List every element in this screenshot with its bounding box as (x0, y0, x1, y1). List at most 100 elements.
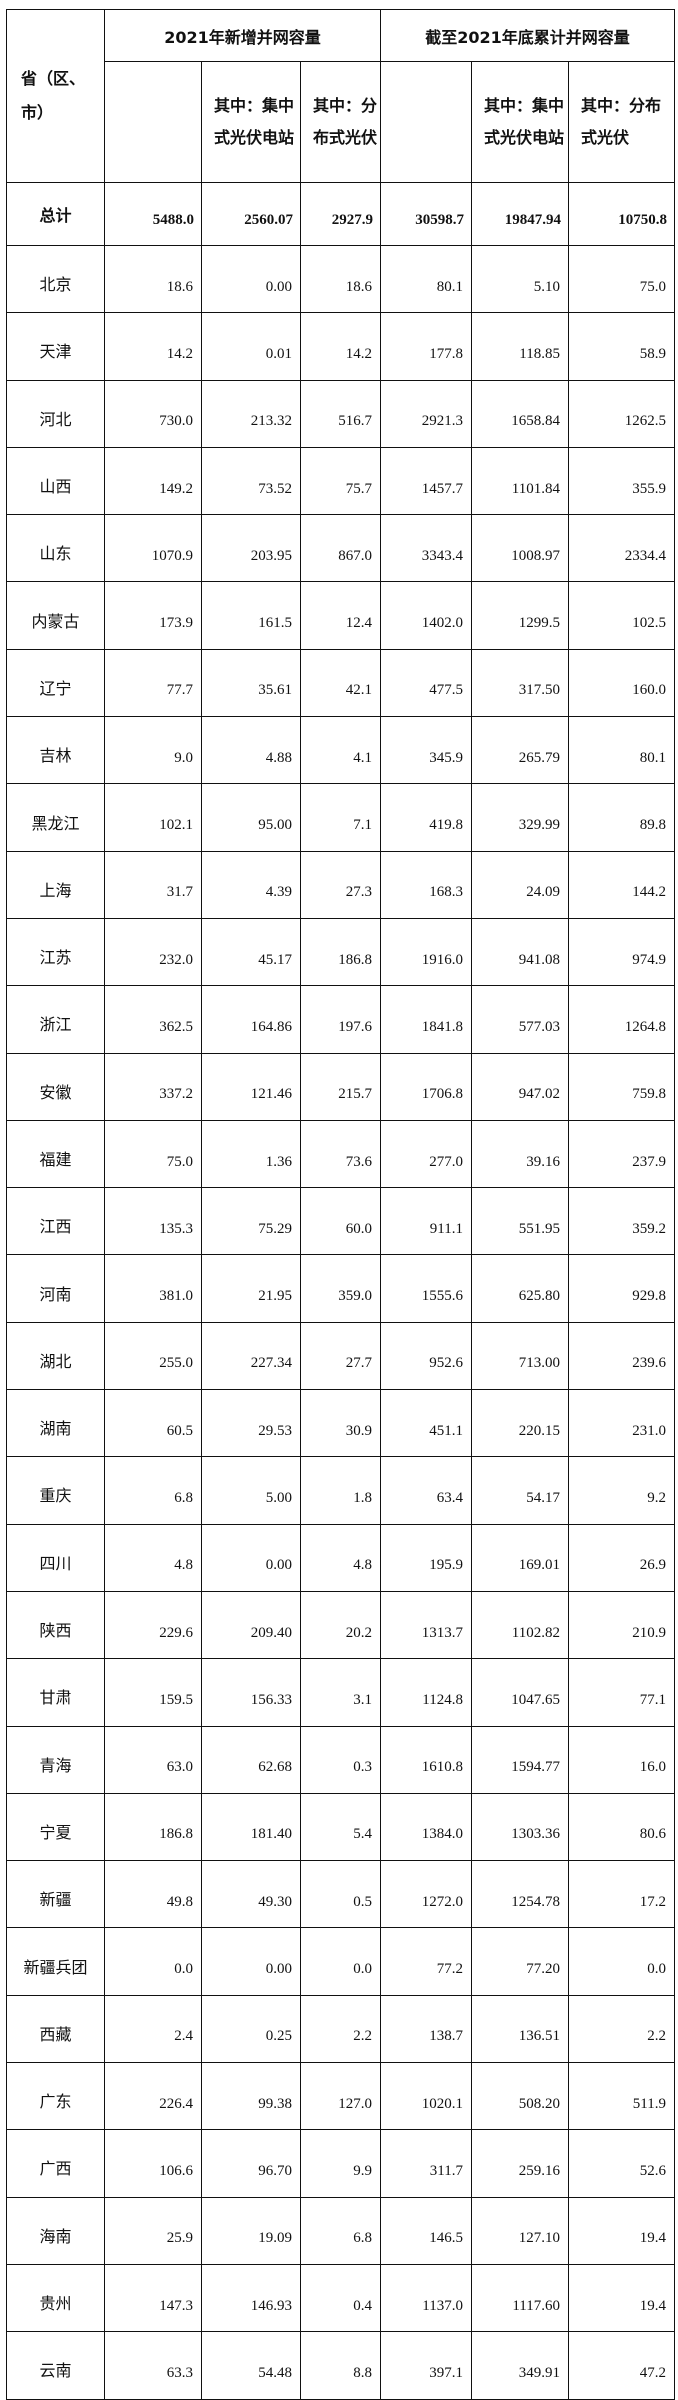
cell-new-distributed: 2.2 (300, 1994, 381, 2064)
cell-new-distributed: 42.1 (300, 648, 381, 718)
cell-new-central: 96.70 (201, 2129, 301, 2198)
cell-new-central: 62.68 (201, 1725, 301, 1794)
cell-new-central: 0.25 (201, 1994, 301, 2064)
cell-new-central: 73.52 (201, 446, 301, 516)
province-name: 新疆 (6, 1860, 105, 1929)
cell-cum-central: 265.79 (471, 716, 569, 785)
cell-new-distributed: 359.0 (300, 1254, 381, 1323)
cell-new-central: 0.00 (201, 1523, 301, 1592)
table-row: 甘肃 159.5 156.33 3.1 1124.8 1047.65 77.1 (6, 1658, 675, 1727)
cell-cum-total: 1916.0 (380, 917, 472, 987)
province-name: 新疆兵团 (6, 1927, 105, 1996)
total-label: 总计 (6, 182, 105, 246)
cell-cum-central: 1117.60 (471, 2263, 569, 2333)
cell-new-total: 102.1 (104, 783, 202, 852)
table-row: 海南 25.9 19.09 6.8 146.5 127.10 19.4 (6, 2196, 675, 2265)
cell-cum-total: 168.3 (380, 850, 472, 919)
cell-new-distributed: 9.9 (300, 2129, 381, 2198)
cell-new-central: 1.36 (201, 1119, 301, 1189)
province-name: 内蒙古 (6, 581, 105, 650)
cell-cum-distributed: 80.6 (568, 1792, 675, 1862)
cell-cum-distributed: 359.2 (568, 1187, 675, 1256)
cell-cum-distributed: 1262.5 (568, 379, 675, 448)
cell-cum-total: 1137.0 (380, 2263, 472, 2333)
cell-cum-total: 419.8 (380, 783, 472, 852)
cell-cum-distributed: 58.9 (568, 312, 675, 381)
cell-cum-distributed: 9.2 (568, 1456, 675, 1525)
cell-new-distributed: 4.8 (300, 1523, 381, 1592)
cell-new-total: 149.2 (104, 446, 202, 516)
province-name: 天津 (6, 312, 105, 381)
cell-new-distributed: 1.8 (300, 1456, 381, 1525)
cell-new-total: 6.8 (104, 1456, 202, 1525)
cell-new-distributed: 197.6 (300, 985, 381, 1054)
cell-new-total: 229.6 (104, 1590, 202, 1660)
cell-new-central: 5.00 (201, 1456, 301, 1525)
table-row: 陕西 229.6 209.40 20.2 1313.7 1102.82 210.9 (6, 1590, 675, 1660)
cell-cum-distributed: 511.9 (568, 2062, 675, 2131)
cell-new-total: 9.0 (104, 716, 202, 785)
province-name: 江西 (6, 1187, 105, 1256)
cell-new-central: 21.95 (201, 1254, 301, 1323)
header-new-distributed: 其中：分布式光伏 (300, 61, 381, 183)
cell-new-distributed: 6.8 (300, 2196, 381, 2265)
cell-cum-total: 80.1 (380, 244, 472, 314)
cell-cum-central: 220.15 (471, 1389, 569, 1458)
table-row: 内蒙古 173.9 161.5 12.4 1402.0 1299.5 102.5 (6, 581, 675, 650)
cell-new-central: 121.46 (201, 1052, 301, 1121)
cell-cum-distributed: 52.6 (568, 2129, 675, 2198)
total-cum-total: 30598.7 (380, 182, 472, 246)
cell-new-central: 0.01 (201, 312, 301, 381)
header-cum-distributed: 其中：分布式光伏 (568, 61, 675, 183)
cell-new-central: 95.00 (201, 783, 301, 852)
table-row: 河南 381.0 21.95 359.0 1555.6 625.80 929.8 (6, 1254, 675, 1323)
total-cum-distributed: 10750.8 (568, 182, 675, 246)
cell-new-total: 147.3 (104, 2263, 202, 2333)
table-row: 山东 1070.9 203.95 867.0 3343.4 1008.97 2334.4 (6, 514, 675, 583)
cell-cum-total: 1313.7 (380, 1590, 472, 1660)
province-name: 江苏 (6, 917, 105, 987)
cell-new-total: 2.4 (104, 1994, 202, 2064)
cell-cum-central: 1101.84 (471, 446, 569, 516)
cell-cum-total: 397.1 (380, 2331, 472, 2400)
cell-new-distributed: 0.5 (300, 1860, 381, 1929)
table-row: 浙江 362.5 164.86 197.6 1841.8 577.03 1264.8 (6, 985, 675, 1054)
table-row: 新疆 49.8 49.30 0.5 1272.0 1254.78 17.2 (6, 1860, 675, 1929)
cell-cum-distributed: 210.9 (568, 1590, 675, 1660)
cell-cum-central: 118.85 (471, 312, 569, 381)
cell-new-central: 181.40 (201, 1792, 301, 1862)
cell-cum-central: 317.50 (471, 648, 569, 718)
province-name: 辽宁 (6, 648, 105, 718)
table-row: 云南 63.3 54.48 8.8 397.1 349.91 47.2 (6, 2331, 675, 2400)
cell-new-total: 381.0 (104, 1254, 202, 1323)
cell-cum-distributed: 929.8 (568, 1254, 675, 1323)
cell-new-total: 63.0 (104, 1725, 202, 1794)
cell-new-total: 337.2 (104, 1052, 202, 1121)
cell-new-total: 63.3 (104, 2331, 202, 2400)
cell-new-total: 106.6 (104, 2129, 202, 2198)
table-row: 贵州 147.3 146.93 0.4 1137.0 1117.60 19.4 (6, 2263, 675, 2333)
cell-new-central: 213.32 (201, 379, 301, 448)
province-name: 福建 (6, 1119, 105, 1189)
cell-new-total: 730.0 (104, 379, 202, 448)
table-row: 黑龙江 102.1 95.00 7.1 419.8 329.99 89.8 (6, 783, 675, 852)
cell-new-central: 49.30 (201, 1860, 301, 1929)
province-name: 云南 (6, 2331, 105, 2400)
cell-new-distributed: 75.7 (300, 446, 381, 516)
cell-cum-total: 311.7 (380, 2129, 472, 2198)
cell-new-distributed: 186.8 (300, 917, 381, 987)
province-name: 西藏 (6, 1994, 105, 2064)
cell-new-distributed: 127.0 (300, 2062, 381, 2131)
cell-new-distributed: 0.4 (300, 2263, 381, 2333)
cell-new-central: 161.5 (201, 581, 301, 650)
cell-new-total: 75.0 (104, 1119, 202, 1189)
cell-new-distributed: 27.7 (300, 1321, 381, 1391)
cell-cum-central: 169.01 (471, 1523, 569, 1592)
cell-new-total: 232.0 (104, 917, 202, 987)
province-name: 上海 (6, 850, 105, 919)
cell-cum-distributed: 77.1 (568, 1658, 675, 1727)
cell-cum-central: 1594.77 (471, 1725, 569, 1794)
cell-cum-central: 941.08 (471, 917, 569, 987)
cell-new-distributed: 27.3 (300, 850, 381, 919)
cell-cum-total: 1457.7 (380, 446, 472, 516)
